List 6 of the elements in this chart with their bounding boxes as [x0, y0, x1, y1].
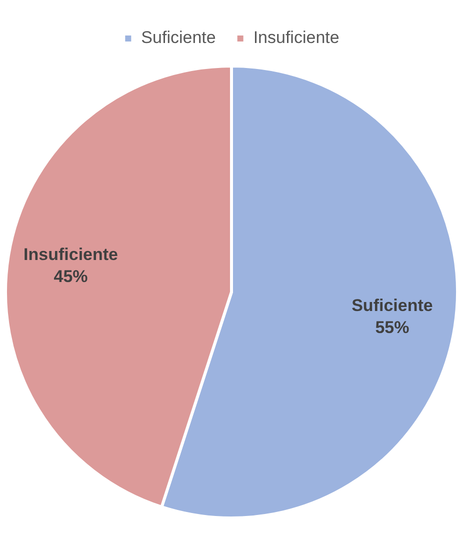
data-label: 45% — [54, 267, 88, 286]
slice-label: Suficiente — [352, 296, 433, 316]
data-label: 55% — [375, 318, 410, 338]
legend-label: Suficiente — [141, 28, 216, 48]
slice-label: Insuficiente — [24, 245, 118, 264]
legend-label: Insuficiente — [253, 28, 340, 48]
